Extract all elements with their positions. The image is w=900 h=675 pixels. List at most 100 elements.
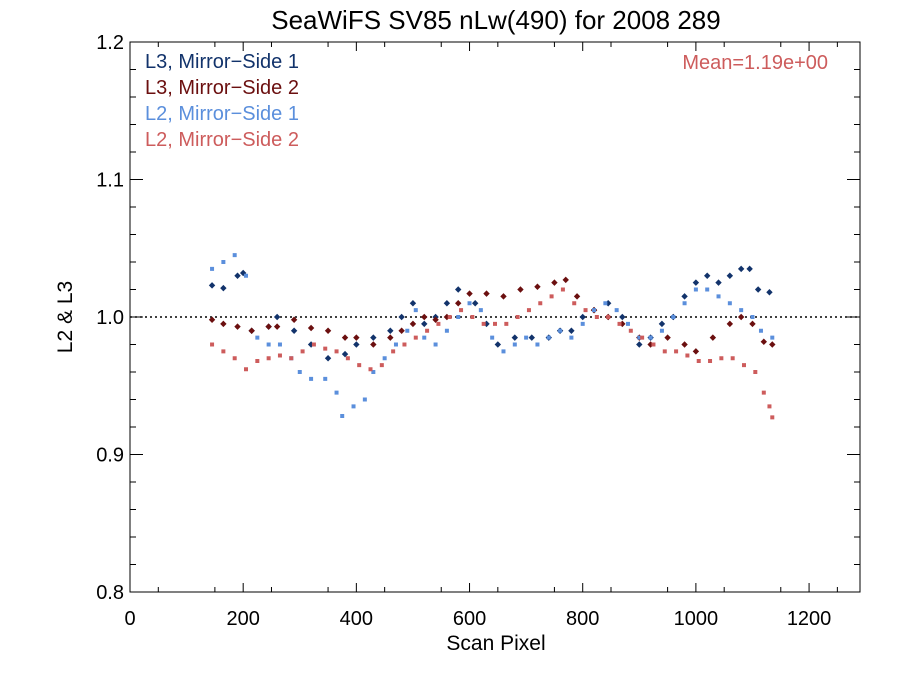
data-point bbox=[266, 342, 271, 347]
data-point bbox=[726, 272, 734, 279]
data-point bbox=[517, 286, 524, 293]
data-point bbox=[739, 308, 744, 313]
data-point bbox=[341, 334, 349, 341]
data-point bbox=[421, 320, 428, 328]
data-point bbox=[770, 335, 775, 340]
data-point bbox=[546, 335, 551, 340]
data-point bbox=[379, 363, 384, 368]
data-point bbox=[444, 328, 449, 333]
series-4 bbox=[210, 287, 775, 420]
data-point bbox=[511, 334, 519, 341]
data-point bbox=[290, 316, 298, 323]
data-point bbox=[758, 328, 763, 333]
data-point bbox=[422, 335, 427, 340]
data-point bbox=[255, 335, 260, 340]
legend-entry: L3, Mirror−Side 2 bbox=[145, 77, 299, 99]
data-point bbox=[210, 342, 215, 347]
legend: L3, Mirror−Side 1 L3, Mirror−Side 2 L2, Mi… bbox=[145, 51, 299, 151]
data-point bbox=[692, 348, 700, 355]
data-point bbox=[704, 272, 711, 279]
data-point bbox=[535, 342, 540, 347]
data-point bbox=[737, 313, 745, 321]
data-point bbox=[750, 315, 755, 319]
data-point bbox=[393, 342, 398, 347]
y-tick-label: 1.1 bbox=[96, 170, 124, 192]
data-point bbox=[300, 349, 305, 354]
data-point bbox=[572, 301, 577, 306]
data-point bbox=[528, 334, 535, 341]
data-point bbox=[524, 335, 529, 340]
data-point bbox=[353, 334, 360, 341]
data-point bbox=[351, 404, 356, 409]
data-point bbox=[659, 328, 664, 333]
data-point bbox=[651, 342, 656, 347]
x-tick-label: 800 bbox=[566, 608, 599, 630]
data-point bbox=[500, 293, 507, 300]
data-point bbox=[682, 301, 687, 306]
data-point bbox=[760, 338, 767, 345]
data-points bbox=[208, 253, 776, 420]
data-point bbox=[671, 315, 676, 319]
data-point bbox=[307, 324, 315, 332]
data-point bbox=[662, 349, 667, 354]
data-point bbox=[549, 294, 554, 299]
data-point bbox=[413, 335, 418, 340]
data-point bbox=[637, 335, 642, 340]
data-point bbox=[483, 290, 490, 297]
data-point bbox=[580, 321, 585, 326]
data-point bbox=[455, 286, 462, 293]
data-point bbox=[370, 334, 377, 341]
data-point bbox=[674, 349, 679, 354]
data-point bbox=[455, 300, 462, 307]
data-point bbox=[413, 308, 418, 313]
data-point bbox=[425, 328, 430, 333]
data-point bbox=[705, 287, 710, 292]
data-point bbox=[737, 265, 745, 273]
data-point bbox=[323, 346, 328, 351]
data-point bbox=[334, 349, 339, 354]
data-point bbox=[289, 356, 294, 361]
data-point bbox=[490, 335, 495, 340]
data-point bbox=[421, 313, 428, 321]
data-point bbox=[368, 367, 373, 372]
data-point bbox=[398, 313, 405, 321]
data-point bbox=[727, 301, 732, 306]
data-point bbox=[726, 320, 734, 328]
data-point bbox=[398, 327, 405, 334]
data-point bbox=[273, 313, 281, 321]
data-point bbox=[409, 300, 417, 307]
data-point bbox=[603, 301, 608, 306]
data-point bbox=[569, 335, 574, 340]
y-tick-label: 1.2 bbox=[96, 32, 124, 54]
data-point bbox=[619, 313, 626, 321]
data-point bbox=[594, 315, 599, 319]
data-point bbox=[324, 355, 332, 362]
data-point bbox=[592, 308, 597, 313]
data-point bbox=[481, 321, 486, 326]
x-tick-label: 400 bbox=[340, 608, 373, 630]
data-point bbox=[353, 341, 360, 348]
data-point bbox=[277, 353, 282, 358]
data-point bbox=[402, 342, 407, 347]
data-point bbox=[232, 356, 237, 361]
data-point bbox=[265, 323, 272, 330]
data-point bbox=[466, 290, 473, 297]
data-point bbox=[341, 350, 349, 358]
x-tick-label: 600 bbox=[453, 608, 486, 630]
data-point bbox=[382, 356, 387, 361]
data-point bbox=[681, 341, 688, 348]
series-1 bbox=[208, 265, 773, 362]
data-point bbox=[234, 272, 241, 279]
data-point bbox=[562, 276, 569, 284]
x-tick-label: 0 bbox=[124, 608, 135, 630]
data-point bbox=[648, 335, 653, 340]
data-point bbox=[761, 390, 766, 395]
data-point bbox=[640, 335, 645, 340]
y-axis: 0.8 0.9 1.0 1.1 1.2 bbox=[96, 32, 860, 604]
data-point bbox=[362, 397, 367, 402]
data-point bbox=[277, 342, 282, 347]
data-point bbox=[709, 334, 717, 341]
x-axis: 0 200 400 600 800 1000 1200 bbox=[124, 42, 838, 630]
data-point bbox=[719, 356, 724, 361]
data-point bbox=[357, 363, 362, 368]
